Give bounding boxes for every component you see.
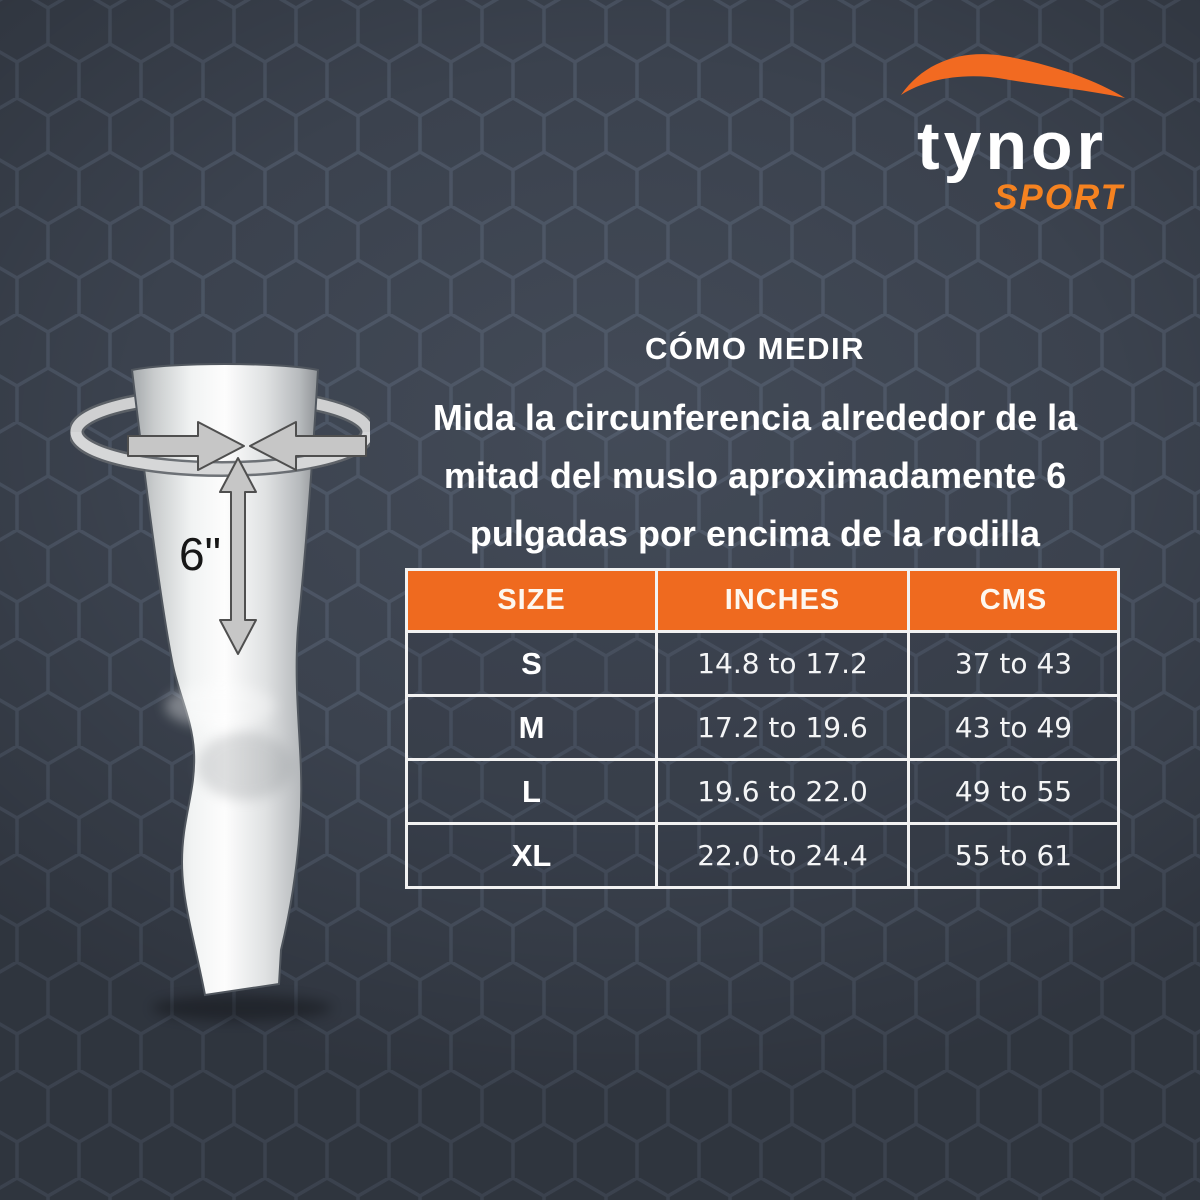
size-chart-header-cms: CMS: [907, 568, 1120, 633]
table-row-xl: XL 22.0 to 24.4 55 to 61: [405, 822, 1120, 889]
instruction-line-3: pulgadas por encima de la rodilla: [469, 513, 1041, 554]
cms-cell: 43 to 49: [907, 694, 1120, 761]
knee-shading: [197, 732, 293, 800]
inches-cell: 17.2 to 19.6: [655, 694, 910, 761]
brand-logo: tynor SPORT: [894, 48, 1130, 216]
inches-cell: 14.8 to 17.2: [655, 630, 910, 697]
size-chart-header-size: SIZE: [405, 568, 658, 633]
leg-shadow: [152, 995, 332, 1021]
cms-cell: 55 to 61: [907, 822, 1120, 889]
how-to-measure-section: CÓMO MEDIR Mida la circunferencia alrede…: [352, 331, 1158, 563]
size-chart-header-row: SIZE INCHES CMS: [405, 568, 1120, 633]
instruction-line-2: mitad del muslo aproximadamente 6: [443, 455, 1067, 496]
brand-name: tynor: [917, 108, 1107, 184]
cms-cell: 37 to 43: [907, 630, 1120, 697]
instruction-line-1: Mida la circunferencia alrededor de la: [432, 397, 1078, 438]
brand-sub-sport: SPORT: [994, 178, 1124, 217]
measurement-6in-label: 6": [179, 528, 221, 580]
right-circumference-arrow-icon: [249, 421, 367, 471]
table-row-l: L 19.6 to 22.0 49 to 55: [405, 758, 1120, 825]
size-cell: XL: [405, 822, 658, 889]
size-cell: S: [405, 630, 658, 697]
table-row-m: M 17.2 to 19.6 43 to 49: [405, 694, 1120, 761]
thigh-highlight: [165, 684, 275, 728]
cms-cell: 49 to 55: [907, 758, 1120, 825]
leg-measurement-illustration: 6": [70, 363, 370, 1021]
inches-cell: 19.6 to 22.0: [655, 758, 910, 825]
size-cell: M: [405, 694, 658, 761]
how-to-measure-title: CÓMO MEDIR: [645, 331, 865, 366]
leg-body: [130, 363, 320, 997]
inches-cell: 22.0 to 24.4: [655, 822, 910, 889]
size-chart-header-inches: INCHES: [655, 568, 910, 633]
left-circumference-arrow-icon: [127, 421, 245, 471]
vertical-distance-arrow-icon: [219, 457, 257, 655]
size-cell: L: [405, 758, 658, 825]
table-row-s: S 14.8 to 17.2 37 to 43: [405, 630, 1120, 697]
size-chart-table: SIZE INCHES CMS S 14.8 to 17.2 37 to 43 …: [405, 568, 1120, 889]
brand-swoosh-icon: [901, 54, 1125, 98]
